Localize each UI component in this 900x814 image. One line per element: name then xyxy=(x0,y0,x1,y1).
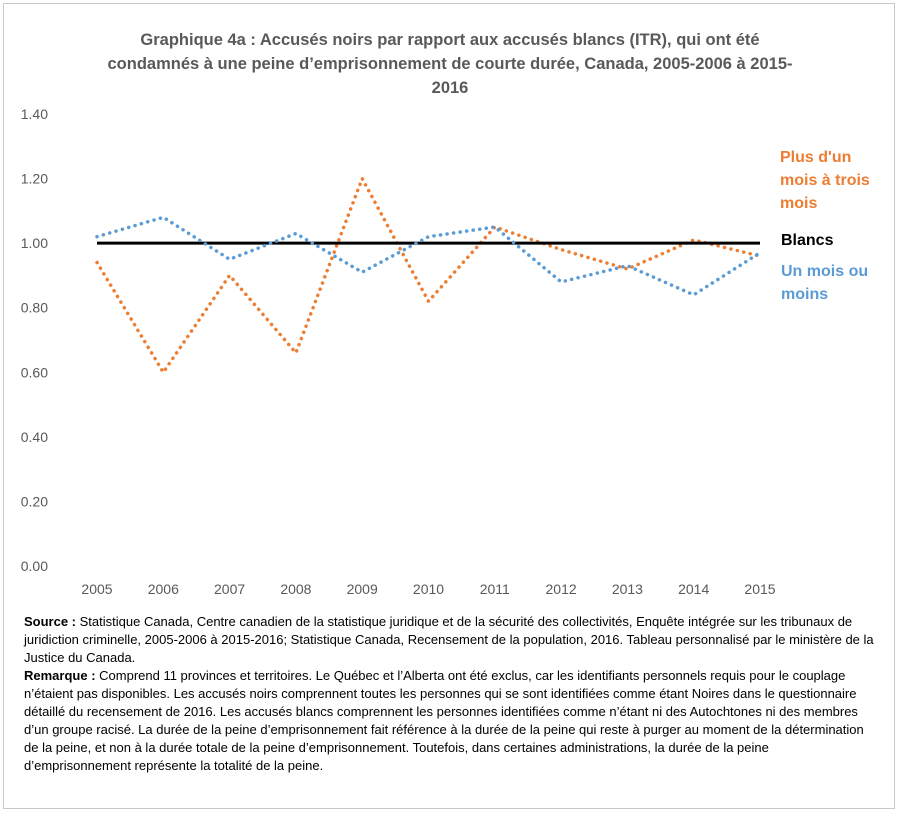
x-tick-label: 2009 xyxy=(347,581,378,597)
source-text: Statistique Canada, Centre canadien de l… xyxy=(24,614,874,665)
y-tick-label: 0.40 xyxy=(21,429,48,445)
x-tick-label: 2005 xyxy=(81,581,112,597)
x-tick-label: 2010 xyxy=(413,581,444,597)
y-tick-label: 0.00 xyxy=(21,558,48,574)
remark-label: Remarque : xyxy=(24,668,96,683)
y-tick-label: 1.20 xyxy=(21,171,48,187)
x-tick-label: 2007 xyxy=(214,581,245,597)
x-tick-label: 2011 xyxy=(480,581,510,597)
y-tick-label: 0.80 xyxy=(21,300,48,316)
series-line-un-mois-ou-moins xyxy=(95,215,762,297)
y-tick-label: 1.00 xyxy=(21,235,48,251)
x-tick-label: 2014 xyxy=(678,581,709,597)
chart-frame xyxy=(3,3,895,809)
remark-note: Remarque : Comprend 11 provinces et terr… xyxy=(24,667,874,775)
series-label-un-mois-ou-moins: Un mois ou moins xyxy=(781,263,869,303)
series-lines xyxy=(95,174,762,376)
y-tick-label: 0.60 xyxy=(21,364,48,380)
source-label: Source : xyxy=(24,614,77,629)
series-line-plus-d-un-mois-a-trois-mois xyxy=(95,174,762,376)
source-note: Source : Statistique Canada, Centre cana… xyxy=(24,613,874,667)
remark-text: Comprend 11 provinces et territoires. Le… xyxy=(24,668,864,773)
chart-notes: Source : Statistique Canada, Centre cana… xyxy=(24,613,874,775)
series-label-blancs: Blancs xyxy=(781,232,834,249)
x-axis: 2005 2006 2007 2008 2009 2010 2011 2012 2013 2014… xyxy=(81,581,775,597)
x-tick-label: 2015 xyxy=(744,581,775,597)
y-tick-label: 0.20 xyxy=(21,493,48,509)
chart-title: Graphique 4a : Accusés noirs par rapport… xyxy=(107,31,793,97)
y-tick-label: 1.40 xyxy=(21,106,48,122)
series-label-plus-dun-mois: Plus d'un mois à trois mois xyxy=(780,149,870,212)
x-tick-label: 2013 xyxy=(612,581,643,597)
x-tick-label: 2012 xyxy=(546,581,577,597)
x-tick-label: 2008 xyxy=(280,581,311,597)
x-tick-label: 2006 xyxy=(148,581,179,597)
y-axis: 0.00 0.20 0.40 0.60 0.80 1.00 1.20 1.40 xyxy=(21,106,48,574)
